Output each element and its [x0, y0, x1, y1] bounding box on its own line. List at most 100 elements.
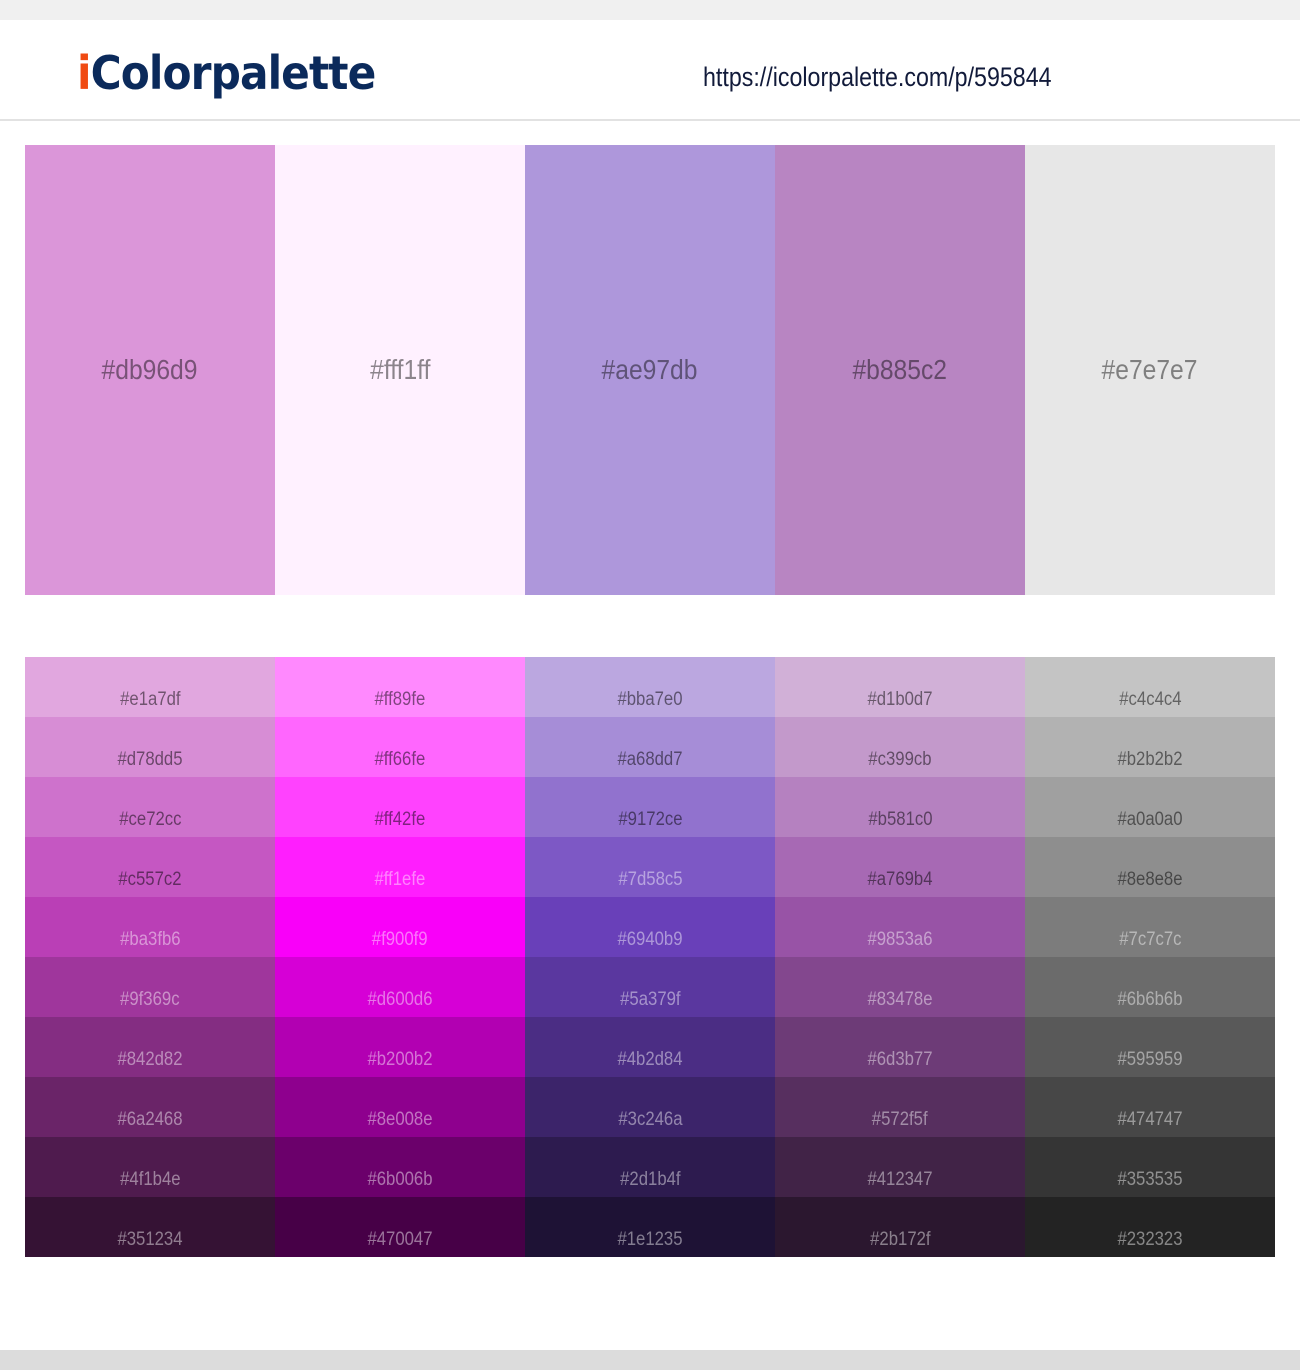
shade-hex-label: #c557c2: [118, 869, 182, 890]
shade-cell[interactable]: #9f369c: [25, 957, 275, 1017]
shade-hex-label: #6940b9: [617, 929, 683, 950]
shade-cell[interactable]: #a769b4: [775, 837, 1025, 897]
shade-cell[interactable]: #1e1235: [525, 1197, 775, 1257]
shade-cell[interactable]: #b2b2b2: [1025, 717, 1275, 777]
shade-cell[interactable]: #b200b2: [275, 1017, 525, 1077]
shade-hex-label: #6a2468: [117, 1109, 183, 1130]
shade-cell[interactable]: #470047: [275, 1197, 525, 1257]
shade-hex-label: #8e8e8e: [1117, 869, 1183, 890]
swatch-hex-label: #ae97db: [602, 354, 698, 385]
logo[interactable]: iColorpalette: [77, 46, 377, 100]
color-swatch[interactable]: #e7e7e7: [1025, 145, 1275, 595]
shade-cell[interactable]: #7d58c5: [525, 837, 775, 897]
shade-cell[interactable]: #412347: [775, 1137, 1025, 1197]
shade-cell[interactable]: #c399cb: [775, 717, 1025, 777]
shade-column: #bba7e0 #a68dd7 #9172ce #7d58c5 #6940b9 #5a37…: [525, 657, 775, 1257]
shade-cell[interactable]: #ff42fe: [275, 777, 525, 837]
shade-hex-label: #d78dd5: [117, 749, 183, 770]
shade-cell[interactable]: #6b6b6b: [1025, 957, 1275, 1017]
shade-cell[interactable]: #4f1b4e: [25, 1137, 275, 1197]
shade-hex-label: #a769b4: [867, 869, 933, 890]
shade-cell[interactable]: #ff66fe: [275, 717, 525, 777]
shade-cell[interactable]: #6a2468: [25, 1077, 275, 1137]
shade-cell[interactable]: #6940b9: [525, 897, 775, 957]
shade-hex-label: #5a379f: [619, 989, 681, 1010]
shade-column: #c4c4c4 #b2b2b2 #a0a0a0 #8e8e8e #7c7c7c #6b6b…: [1025, 657, 1275, 1257]
shade-cell[interactable]: #353535: [1025, 1137, 1275, 1197]
shade-hex-label: #c4c4c4: [1118, 689, 1182, 710]
shade-hex-label: #ba3fb6: [119, 929, 181, 950]
shade-cell[interactable]: #5a379f: [525, 957, 775, 1017]
shade-cell[interactable]: #9172ce: [525, 777, 775, 837]
shade-hex-label: #b2b2b2: [1117, 749, 1183, 770]
color-swatch[interactable]: #fff1ff: [275, 145, 525, 595]
shade-cell[interactable]: #351234: [25, 1197, 275, 1257]
shade-hex-label: #470047: [367, 1229, 433, 1250]
logo-text: Colorpalette: [90, 46, 377, 100]
header: iColorpalette https://icolorpalette.com/…: [0, 20, 1300, 121]
shade-column: #ff89fe #ff66fe #ff42fe #ff1efe #f900f9 #d600…: [275, 657, 525, 1257]
shade-hex-label: #8e008e: [367, 1109, 433, 1130]
shade-cell[interactable]: #8e008e: [275, 1077, 525, 1137]
shade-cell[interactable]: #7c7c7c: [1025, 897, 1275, 957]
shade-hex-label: #412347: [867, 1169, 933, 1190]
shade-cell[interactable]: #6b006b: [275, 1137, 525, 1197]
shade-hex-label: #ff89fe: [374, 689, 426, 710]
shade-hex-label: #e1a7df: [119, 689, 181, 710]
shade-cell[interactable]: #6d3b77: [775, 1017, 1025, 1077]
shade-hex-label: #ce72cc: [118, 809, 182, 830]
main-palette: #db96d9 #fff1ff #ae97db #b885c2 #e7e7e7: [25, 145, 1275, 595]
shade-hex-label: #9f369c: [120, 989, 180, 1010]
shade-column: #e1a7df #d78dd5 #ce72cc #c557c2 #ba3fb6 #9f36…: [25, 657, 275, 1257]
shade-cell[interactable]: #a0a0a0: [1025, 777, 1275, 837]
shade-cell[interactable]: #bba7e0: [525, 657, 775, 717]
shade-cell[interactable]: #83478e: [775, 957, 1025, 1017]
shade-hex-label: #7c7c7c: [1118, 929, 1182, 950]
shade-cell[interactable]: #595959: [1025, 1017, 1275, 1077]
shade-cell[interactable]: #ff1efe: [275, 837, 525, 897]
color-swatch[interactable]: #b885c2: [775, 145, 1025, 595]
shade-cell[interactable]: #ff89fe: [275, 657, 525, 717]
shade-cell[interactable]: #a68dd7: [525, 717, 775, 777]
color-swatch[interactable]: #db96d9: [25, 145, 275, 595]
shade-hex-label: #c399cb: [868, 749, 932, 770]
shade-cell[interactable]: #c557c2: [25, 837, 275, 897]
shade-cell[interactable]: #d78dd5: [25, 717, 275, 777]
shade-cell[interactable]: #ba3fb6: [25, 897, 275, 957]
shade-hex-label: #f900f9: [372, 929, 428, 950]
shade-cell[interactable]: #4b2d84: [525, 1017, 775, 1077]
color-swatch[interactable]: #ae97db: [525, 145, 775, 595]
shade-hex-label: #595959: [1117, 1049, 1183, 1070]
shade-cell[interactable]: #232323: [1025, 1197, 1275, 1257]
palette-url[interactable]: https://icolorpalette.com/p/595844: [703, 62, 1052, 92]
shade-cell[interactable]: #3c246a: [525, 1077, 775, 1137]
swatch-hex-label: #fff1ff: [369, 354, 431, 385]
shade-cell[interactable]: #f900f9: [275, 897, 525, 957]
shade-cell[interactable]: #474747: [1025, 1077, 1275, 1137]
shade-cell[interactable]: #d600d6: [275, 957, 525, 1017]
shade-cell[interactable]: #842d82: [25, 1017, 275, 1077]
shade-cell[interactable]: #d1b0d7: [775, 657, 1025, 717]
shade-hex-label: #232323: [1117, 1229, 1183, 1250]
shade-hex-label: #9172ce: [617, 809, 683, 830]
shade-cell[interactable]: #8e8e8e: [1025, 837, 1275, 897]
shade-cell[interactable]: #9853a6: [775, 897, 1025, 957]
shades-grid: #e1a7df #d78dd5 #ce72cc #c557c2 #ba3fb6 #9f36…: [25, 657, 1275, 1257]
swatch-hex-label: #db96d9: [102, 354, 198, 385]
shade-cell[interactable]: #b581c0: [775, 777, 1025, 837]
shade-hex-label: #ff66fe: [374, 749, 426, 770]
shade-cell[interactable]: #2d1b4f: [525, 1137, 775, 1197]
shade-cell[interactable]: #2b172f: [775, 1197, 1025, 1257]
logo-i: i: [77, 46, 92, 100]
shade-cell[interactable]: #e1a7df: [25, 657, 275, 717]
shade-cell[interactable]: #572f5f: [775, 1077, 1025, 1137]
shade-hex-label: #a0a0a0: [1117, 809, 1183, 830]
shade-hex-label: #4b2d84: [617, 1049, 683, 1070]
shade-hex-label: #353535: [1117, 1169, 1183, 1190]
shade-hex-label: #b200b2: [367, 1049, 433, 1070]
shade-hex-label: #6d3b77: [867, 1049, 933, 1070]
shade-cell[interactable]: #ce72cc: [25, 777, 275, 837]
shade-cell[interactable]: #c4c4c4: [1025, 657, 1275, 717]
shade-hex-label: #474747: [1117, 1109, 1183, 1130]
swatch-hex-label: #b885c2: [852, 354, 948, 385]
